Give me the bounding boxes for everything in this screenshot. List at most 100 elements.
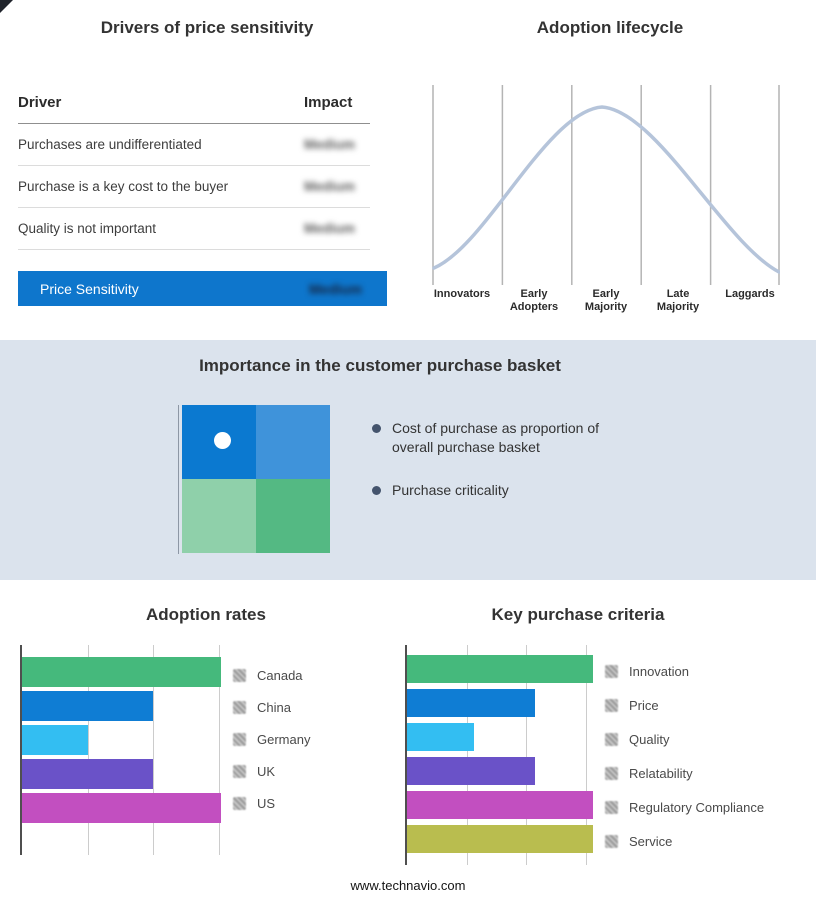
- blurred-swatch-icon: [605, 698, 618, 712]
- bar-uk: [22, 759, 154, 789]
- lifecycle-category: Innovators: [433, 288, 491, 300]
- quadrant-cell-bottom-right: [256, 479, 330, 553]
- legend-label: US: [257, 795, 276, 811]
- bullet-icon: [372, 485, 381, 495]
- blurred-swatch-icon: [605, 732, 618, 746]
- legend-item: UK: [233, 755, 310, 787]
- quadrant-cell-top-right: [256, 405, 330, 479]
- gridline: [466, 645, 468, 865]
- bar-regulatory-compliance: [407, 791, 593, 819]
- purchase-basket-band: [0, 340, 816, 580]
- legend-item: Relatability: [605, 756, 764, 790]
- quadrant-axis-line: [178, 405, 179, 554]
- drivers-table: Driver Impact Purchases are undifferenti…: [18, 90, 370, 250]
- lifecycle-panel-title: Adoption lifecycle: [536, 18, 684, 37]
- adoption-rates-plot: [20, 645, 221, 855]
- basket-panel-title: Importance in the customer purchase bask…: [199, 356, 561, 375]
- list-item: Purchase criticality: [372, 481, 634, 500]
- impact-value-blurred: Medium: [304, 221, 356, 236]
- drivers-table-header: Driver Impact: [18, 90, 370, 124]
- lifecycle-category: Early Adopters: [509, 288, 559, 314]
- adoption-rates-title: Adoption rates: [146, 605, 266, 624]
- blurred-swatch-icon: [605, 800, 618, 814]
- gridline: [585, 645, 587, 865]
- legend-label: Relatability: [629, 765, 693, 781]
- legend-label: UK: [257, 763, 276, 779]
- bar-relatability: [407, 757, 536, 785]
- bar-germany: [22, 725, 88, 755]
- legend-item: Germany: [233, 723, 310, 755]
- bullet-icon: [372, 424, 381, 433]
- legend-item: Innovation: [605, 654, 764, 688]
- table-row: Purchases are undifferentiated Medium: [18, 124, 370, 166]
- gridline: [87, 645, 89, 855]
- driver-cell: Purchases are undifferentiated: [18, 137, 202, 152]
- blurred-swatch-icon: [233, 668, 246, 682]
- list-item: Cost of purchase as proportion of overal…: [372, 419, 634, 457]
- legend-label: Innovation: [629, 663, 689, 679]
- blurred-swatch-icon: [605, 664, 618, 678]
- lifecycle-axis-labels: Innovators Early Adopters Early Majority…: [426, 288, 786, 314]
- bullet-text: Cost of purchase as proportion of overal…: [392, 420, 600, 455]
- bullet-text: Purchase criticality: [392, 481, 509, 498]
- blurred-swatch-icon: [605, 766, 618, 780]
- gridline: [219, 645, 220, 855]
- price-sensitivity-label: Price Sensitivity: [40, 280, 139, 297]
- legend-label: Canada: [257, 667, 303, 683]
- bell-curve: [432, 105, 780, 274]
- bar-china: [22, 691, 154, 721]
- impact-value-blurred: Medium: [309, 280, 362, 297]
- legend-label: Price: [629, 697, 659, 713]
- legend-label: Germany: [257, 731, 311, 747]
- bar-price: [407, 689, 536, 717]
- impact-value-blurred: Medium: [304, 179, 356, 194]
- adoption-lifecycle-curve-chart: [432, 85, 780, 285]
- position-marker-dot: [214, 432, 231, 449]
- table-row: Quality is not important Medium: [18, 208, 370, 250]
- gridline: [153, 645, 155, 855]
- basket-bullet-list: Cost of purchase as proportion of overal…: [372, 419, 634, 524]
- lifecycle-category: Early Majority: [584, 288, 628, 314]
- purchase-basket-quadrant: [182, 405, 330, 553]
- bar-canada: [22, 657, 221, 687]
- legend-item: Regulatory Compliance: [605, 790, 764, 824]
- quadrant-cell-bottom-left: [182, 479, 256, 553]
- legend-label: Service: [629, 833, 673, 849]
- blurred-swatch-icon: [605, 834, 618, 848]
- blurred-swatch-icon: [233, 764, 246, 778]
- driver-cell: Quality is not important: [18, 221, 157, 236]
- legend-label: Regulatory Compliance: [629, 799, 765, 815]
- driver-cell: Purchase is a key cost to the buyer: [18, 179, 229, 194]
- impact-value-blurred: Medium: [304, 137, 356, 152]
- key-purchase-criteria-title: Key purchase criteria: [491, 605, 665, 624]
- legend-label: China: [257, 699, 291, 715]
- legend-item: Service: [605, 824, 764, 858]
- table-row: Purchase is a key cost to the buyer Medi…: [18, 166, 370, 208]
- lifecycle-category: Laggards: [725, 288, 775, 300]
- blurred-swatch-icon: [233, 732, 246, 746]
- adoption-rates-legend: Canada China Germany UK US: [233, 659, 310, 819]
- corner-fold-decoration: [0, 0, 13, 13]
- key-purchase-criteria-plot: [405, 645, 593, 865]
- bar-service: [407, 825, 593, 853]
- website-footer: www.technavio.com: [350, 878, 466, 893]
- lifecycle-category: Late Majority: [656, 288, 700, 314]
- price-sensitivity-summary-bar: Price Sensitivity Medium: [18, 271, 387, 306]
- blurred-swatch-icon: [233, 796, 246, 810]
- legend-item: China: [233, 691, 310, 723]
- drivers-panel-title: Drivers of price sensitivity: [100, 18, 314, 37]
- bar-quality: [407, 723, 474, 751]
- blurred-swatch-icon: [233, 700, 246, 714]
- bar-innovation: [407, 655, 593, 683]
- legend-item: Canada: [233, 659, 310, 691]
- column-header-driver: Driver: [18, 94, 62, 111]
- key-purchase-criteria-legend: Innovation Price Quality Relatability Re…: [605, 654, 764, 858]
- legend-label: Quality: [629, 731, 670, 747]
- bar-us: [22, 793, 221, 823]
- legend-item: US: [233, 787, 310, 819]
- legend-item: Price: [605, 688, 764, 722]
- gridline: [526, 645, 528, 865]
- legend-item: Quality: [605, 722, 764, 756]
- column-header-impact: Impact: [304, 94, 353, 111]
